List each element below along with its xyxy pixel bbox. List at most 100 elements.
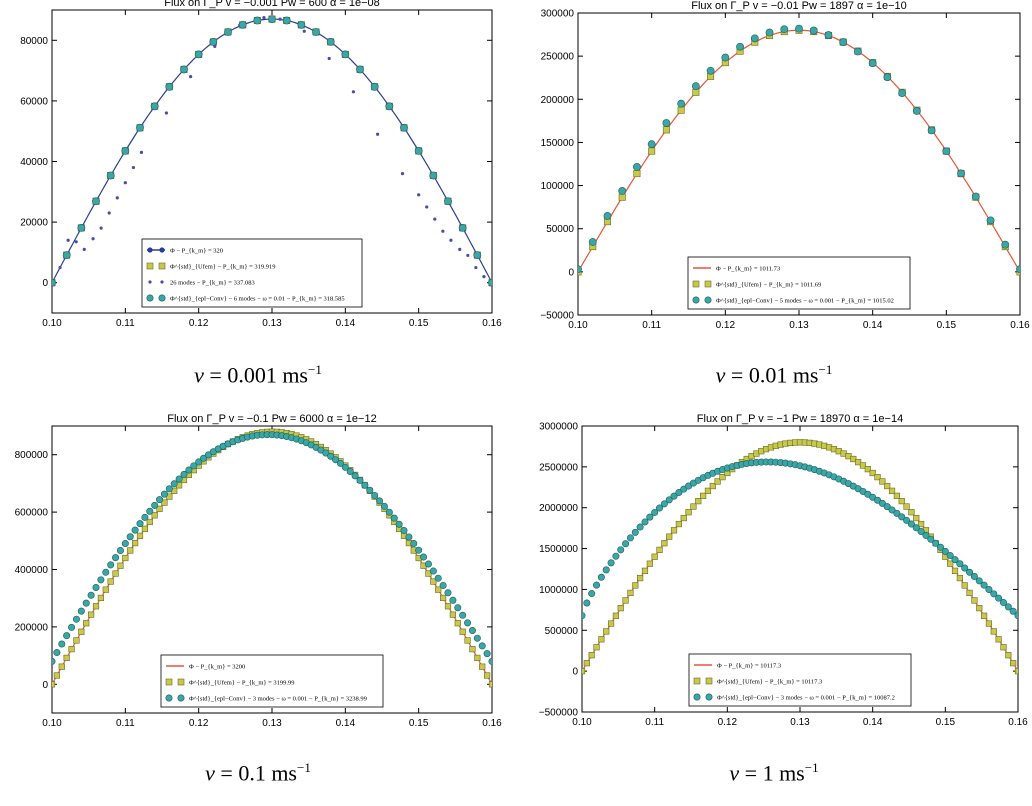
data-point <box>593 581 601 589</box>
data-point <box>690 503 697 510</box>
data-point <box>482 275 486 279</box>
x-tick-label: 0.14 <box>336 318 356 329</box>
data-point <box>440 594 447 602</box>
legend-swatch <box>146 262 154 270</box>
data-point <box>146 507 154 515</box>
legend-box <box>687 256 911 310</box>
data-point <box>879 478 886 485</box>
data-point <box>999 599 1007 607</box>
data-point <box>1004 603 1012 611</box>
plot-area <box>52 428 492 688</box>
data-point <box>336 459 344 467</box>
legend-label: Φ^{std}_{Ufem} − P_{k_m} = 319.919 <box>170 264 276 271</box>
data-point <box>356 476 364 484</box>
data-point <box>607 620 615 627</box>
legend-swatch <box>693 677 701 685</box>
x-tick-label: 0.15 <box>937 320 957 331</box>
data-point <box>839 38 848 46</box>
legend-label: Φ^{std}_{epl−Conv} − 6 modes − ω = 0.01 … <box>170 296 345 303</box>
data-point <box>588 590 596 598</box>
data-point <box>63 654 70 662</box>
data-point <box>868 59 877 68</box>
data-point <box>107 578 114 585</box>
data-point <box>132 539 139 547</box>
data-point <box>458 223 467 232</box>
data-point <box>1014 668 1018 675</box>
data-point <box>106 171 115 180</box>
data-point <box>92 583 100 591</box>
data-point <box>262 15 266 20</box>
data-point <box>68 646 75 653</box>
data-point <box>312 28 320 36</box>
data-point <box>141 525 148 532</box>
data-point <box>150 102 159 111</box>
data-point <box>907 520 915 528</box>
x-tick-label: 0.13 <box>790 717 810 728</box>
data-point <box>351 472 359 480</box>
data-point <box>253 16 262 25</box>
data-point <box>341 463 349 471</box>
data-point <box>971 597 978 604</box>
data-point <box>917 528 925 536</box>
x-tick-label: 0.14 <box>863 320 883 331</box>
data-point <box>395 520 403 528</box>
data-point <box>980 612 988 619</box>
chart-title: Flux on Γ_P v = −0.01 Pw = 1897 α = 1e−1… <box>691 0 907 12</box>
data-point <box>602 566 610 574</box>
x-tick-label: 0.14 <box>863 717 883 728</box>
x-tick-label: 0.16 <box>1010 320 1030 331</box>
caption-variable: v <box>205 760 215 786</box>
data-point <box>131 165 135 170</box>
legend-label: Φ^{std}_{epl−Conv} − 5 modes − ω = 0.001… <box>716 298 894 305</box>
data-point <box>583 599 591 607</box>
flux-chart-v01: Flux on Γ_P v = −0.1 Pw = 6000 α = 1e−12… <box>15 413 503 729</box>
data-point <box>912 524 920 532</box>
data-point <box>454 620 461 627</box>
legend-label: Φ − P_{k_m} = 3200 <box>189 664 245 671</box>
y-tick-label: 100000 <box>541 181 575 192</box>
data-point <box>646 513 654 521</box>
data-point <box>675 520 682 528</box>
data-point <box>947 560 954 567</box>
data-point <box>136 123 144 132</box>
y-tick-label: 3000000 <box>539 422 578 433</box>
data-point <box>92 603 100 610</box>
data-point <box>474 265 478 270</box>
data-point <box>66 238 70 242</box>
data-point <box>473 634 481 642</box>
data-point <box>385 508 393 516</box>
data-point <box>439 581 447 589</box>
data-point <box>77 607 85 615</box>
data-point <box>444 589 452 597</box>
data-point <box>636 523 644 531</box>
x-tick-label: 0.12 <box>718 717 738 728</box>
data-point <box>607 559 615 567</box>
data-point <box>646 560 653 567</box>
data-point <box>346 467 354 475</box>
legend-label: Φ^{std}_{epl−Conv} − 3 modes − ω = 0.001… <box>189 696 367 703</box>
flux-chart-v1: Flux on Γ_P v = −1 Pw = 18970 α = 1e−14 0… <box>539 413 1028 728</box>
data-point <box>995 594 1003 602</box>
data-point <box>356 65 364 74</box>
data-point <box>603 628 610 635</box>
x-tick-label: 0.10 <box>572 717 592 728</box>
legend-swatch <box>158 294 166 302</box>
data-point <box>627 589 634 596</box>
x-tick-label: 0.12 <box>716 320 736 331</box>
caption-exponent: −1 <box>818 362 833 377</box>
data-point <box>975 577 983 585</box>
data-point <box>107 561 115 569</box>
data-point <box>651 508 659 516</box>
legend-swatch <box>177 694 185 702</box>
data-point <box>893 492 900 499</box>
data-point <box>146 518 153 526</box>
data-point <box>680 485 688 493</box>
y-tick-label: 0 <box>572 667 578 678</box>
data-point <box>582 612 586 620</box>
data-point <box>888 487 896 494</box>
data-point <box>721 53 730 62</box>
data-point <box>112 570 119 577</box>
legend: Φ − P_{k_m} = 1011.73 Φ^{std}_{Ufem} − P_… <box>687 256 911 310</box>
data-point <box>91 237 95 241</box>
data-point <box>922 531 930 539</box>
